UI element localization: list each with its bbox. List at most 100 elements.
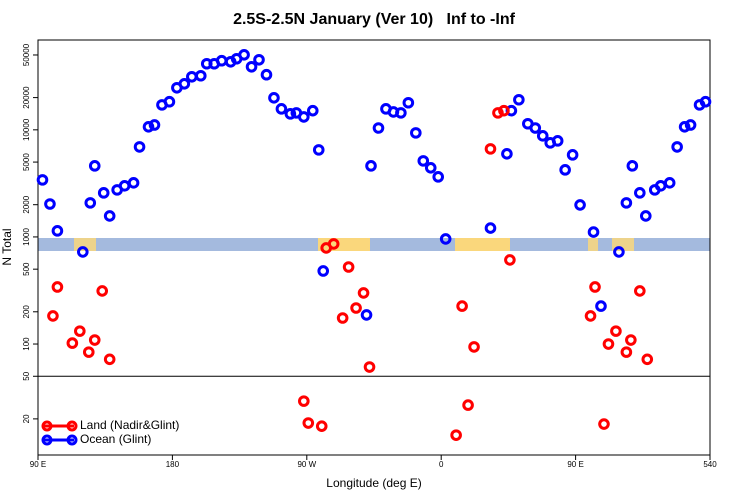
point — [363, 361, 376, 373]
point — [103, 353, 116, 366]
point — [671, 141, 683, 153]
x-tick-label: 540 — [703, 460, 717, 469]
y-axis-title: N Total — [0, 228, 14, 265]
point — [536, 130, 549, 142]
y-tick-label: 2000 — [22, 195, 31, 213]
point — [432, 171, 445, 183]
point — [118, 180, 131, 192]
point — [641, 353, 654, 366]
point — [88, 160, 101, 172]
point — [51, 281, 64, 293]
point — [365, 160, 377, 172]
point — [574, 199, 586, 211]
legend-label: Ocean (Glint) — [80, 432, 151, 446]
point — [360, 309, 373, 321]
y-tick-label: 50000 — [22, 43, 31, 66]
point — [598, 418, 610, 430]
point — [620, 346, 633, 358]
point — [47, 310, 59, 322]
point — [275, 103, 288, 115]
y-tick-label: 10000 — [22, 118, 31, 141]
point — [133, 141, 146, 153]
point — [163, 95, 176, 108]
point — [513, 93, 525, 106]
y-tick-label: 100 — [22, 337, 31, 351]
point — [678, 121, 691, 133]
land-patch — [588, 238, 598, 251]
point — [215, 54, 228, 67]
ocean-strip — [38, 238, 710, 251]
point — [587, 226, 600, 238]
point — [492, 107, 504, 119]
legend-marker — [66, 420, 78, 432]
point — [194, 69, 207, 82]
point — [484, 222, 497, 234]
point — [357, 287, 370, 299]
point — [342, 261, 355, 273]
point — [634, 187, 646, 199]
point — [620, 197, 633, 209]
point — [529, 122, 542, 134]
point — [589, 281, 601, 293]
point — [268, 92, 280, 104]
point — [634, 285, 646, 297]
series — [36, 48, 712, 321]
x-axis-title: Longitude (deg E) — [326, 476, 421, 490]
point — [468, 341, 480, 353]
point — [350, 302, 362, 314]
point — [253, 53, 265, 66]
x-tick-label: 90 W — [297, 460, 316, 469]
point — [551, 135, 564, 147]
point — [238, 48, 250, 61]
point — [186, 70, 198, 83]
point — [315, 420, 328, 432]
x-tick-label: 90 E — [30, 460, 46, 469]
point — [439, 233, 452, 245]
point — [245, 60, 258, 73]
point — [498, 104, 510, 117]
point — [639, 210, 652, 222]
y-tick-label: 20 — [22, 414, 31, 423]
point — [88, 334, 101, 346]
point — [684, 119, 697, 131]
point — [395, 107, 407, 119]
point — [142, 121, 155, 133]
legend-marker — [41, 434, 53, 446]
point — [44, 198, 56, 210]
point — [103, 210, 116, 222]
point — [312, 144, 325, 156]
map-strip — [38, 238, 710, 251]
chart-title: 2.5S-2.5N January (Ver 10) Inf to -Inf — [233, 11, 516, 28]
point — [410, 127, 422, 139]
point — [450, 429, 462, 441]
point — [317, 265, 330, 277]
point — [298, 395, 310, 407]
point — [327, 238, 340, 250]
point — [484, 143, 497, 155]
point — [84, 197, 97, 209]
point — [51, 225, 64, 237]
y-tick-label: 50 — [22, 371, 31, 380]
point — [625, 334, 637, 346]
point — [602, 338, 615, 350]
point — [699, 95, 712, 108]
x-tick-label: 180 — [166, 460, 180, 469]
land-patch — [455, 238, 510, 251]
point — [613, 246, 625, 258]
point — [284, 108, 297, 120]
point — [74, 325, 86, 337]
point — [97, 187, 110, 199]
point — [372, 122, 385, 134]
point — [127, 177, 140, 189]
y-tick-label: 1000 — [22, 227, 31, 245]
point — [402, 96, 415, 109]
point — [610, 325, 622, 337]
point — [566, 149, 579, 161]
point — [417, 155, 430, 167]
point — [504, 254, 516, 266]
point — [260, 68, 273, 81]
point — [178, 78, 191, 90]
point — [298, 111, 310, 123]
point — [584, 310, 597, 322]
